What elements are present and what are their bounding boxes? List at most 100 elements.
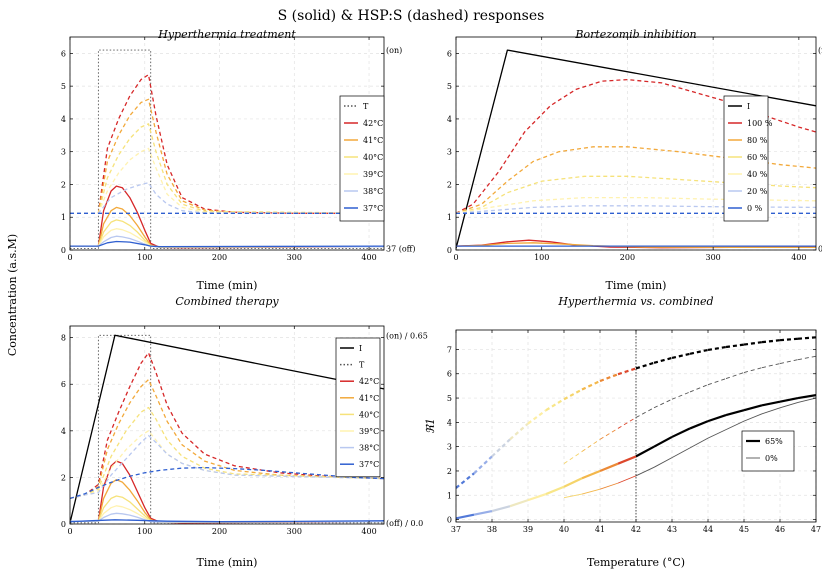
chart-panel-p1: Hyperthermia treatment 0 100 200 300 400 0 1 2 3 4… xyxy=(61,28,416,292)
series-segment-0%-solid xyxy=(707,429,727,439)
y-tick-label: 3 xyxy=(447,443,452,452)
x-tick-label: 200 xyxy=(620,253,635,262)
legend-label: 80 % xyxy=(747,136,768,145)
series-line-38°C-dash xyxy=(70,434,384,500)
y-tick-label: 0 xyxy=(447,246,452,255)
series-segment-0%-dash xyxy=(599,428,619,440)
series-segment-65%-solid xyxy=(473,509,493,516)
series-segment-65%-solid xyxy=(707,414,727,423)
series-segment-0%-solid xyxy=(779,401,799,409)
series-segment-65%-dash xyxy=(725,343,745,349)
series-line-40°C-solid xyxy=(70,495,384,523)
plot-area xyxy=(456,330,816,522)
series-segment-65%-dash xyxy=(563,388,583,401)
series-segment-0%-dash xyxy=(797,355,816,361)
series-segment-65%-solid xyxy=(527,493,547,502)
chart-title: Hyperthermia vs. combined xyxy=(557,295,713,308)
legend-label: 65% xyxy=(765,437,783,446)
series-segment-0%-dash xyxy=(689,384,709,393)
series-segment-65%-solid xyxy=(491,505,511,513)
x-axis-label: Temperature (°C) xyxy=(587,556,685,569)
legend-label: 40°C xyxy=(359,410,379,419)
series-segment-65%-solid xyxy=(509,499,529,508)
series-line-42°C-dash xyxy=(70,352,384,500)
series-segment-65%-dash xyxy=(545,398,565,412)
series-segment-0%-solid xyxy=(653,457,673,468)
y-tick-label: 1 xyxy=(61,213,66,222)
legend-label: 100 % xyxy=(747,119,773,128)
legend-label: 60 % xyxy=(747,153,768,162)
series-segment-65%-dash xyxy=(491,438,511,458)
legend-box xyxy=(339,95,385,222)
chart-panel-p3: Combined therapy 0 100 200 300 400 0 2 4 6 8 (on) /… xyxy=(61,295,428,569)
x-tick-label: 42 xyxy=(631,525,641,534)
legend-label: 42°C xyxy=(363,119,383,128)
y-tick-label: 7 xyxy=(447,345,452,354)
legend-label: T xyxy=(359,361,365,370)
series-line-80 %-solid xyxy=(456,242,816,249)
y-tick-label: 3 xyxy=(447,148,452,157)
series-segment-65%-dash xyxy=(743,341,763,346)
legend-box xyxy=(741,430,795,472)
series-segment-0%-dash xyxy=(725,372,745,380)
chart-title: Bortezomib inhibition xyxy=(574,28,696,41)
y-tick-label: 3 xyxy=(61,148,66,157)
right-axis-label: (off) / 0.0 xyxy=(386,519,423,528)
plot-frame xyxy=(69,36,385,251)
y-tick-label: 4 xyxy=(447,418,452,427)
legend-label: 39°C xyxy=(359,427,379,436)
x-tick-label: 43 xyxy=(667,525,677,534)
series-line-39°C-dash xyxy=(70,147,384,214)
x-tick-label: 38 xyxy=(487,525,497,534)
series-segment-65%-dash xyxy=(456,472,475,489)
series-segment-65%-solid xyxy=(545,485,565,496)
y-tick-label: 0 xyxy=(447,516,452,525)
y-tick-label: 6 xyxy=(61,49,66,58)
series-segment-65%-solid xyxy=(456,513,475,520)
series-segment-65%-dash xyxy=(779,337,799,342)
series-segment-65%-solid xyxy=(743,404,763,412)
series-line-I-solid xyxy=(456,49,816,249)
series-line-41°C-dash xyxy=(70,378,384,500)
y-tick-label: 6 xyxy=(61,380,66,389)
series-segment-0%-dash xyxy=(581,438,601,452)
x-axis-label: Time (min) xyxy=(197,556,258,569)
x-tick-label: 300 xyxy=(706,253,721,262)
legend-label: T xyxy=(363,102,369,111)
legend-label: 40 % xyxy=(747,170,768,179)
series-segment-0%-solid xyxy=(797,397,816,403)
legend-label: 39°C xyxy=(363,170,383,179)
plot-frame xyxy=(455,36,817,251)
series-segment-65%-dash xyxy=(671,352,691,360)
legend-label: 37°C xyxy=(363,204,383,213)
series-segment-65%-solid xyxy=(653,435,673,448)
series-segment-0%-solid xyxy=(725,420,745,431)
y-axis-label: ℜ1 xyxy=(424,418,437,434)
series-segment-0%-solid xyxy=(761,407,781,415)
x-tick-label: 46 xyxy=(775,525,785,534)
y-tick-label: 5 xyxy=(61,82,66,91)
series-segment-0%-dash xyxy=(743,367,763,373)
series-line-37°C-solid xyxy=(70,240,384,248)
x-tick-label: 40 xyxy=(559,525,569,534)
series-line-38°C-dash xyxy=(70,182,384,214)
series-segment-0%-solid xyxy=(599,482,619,490)
series-line-40°C-dash xyxy=(70,406,384,500)
x-tick-label: 100 xyxy=(137,527,152,536)
series-segment-65%-solid xyxy=(563,477,583,488)
right-axis-label: 0 (min) xyxy=(818,244,822,253)
right-axis-label: (on) xyxy=(386,46,402,55)
y-tick-label: 8 xyxy=(61,334,66,343)
x-tick-label: 37 xyxy=(451,525,461,534)
series-segment-0%-dash xyxy=(779,359,799,364)
x-tick-label: 0 xyxy=(453,253,458,262)
series-line-40°C-solid xyxy=(70,219,384,248)
series-segment-0%-dash xyxy=(653,398,673,409)
legend: I 100 % 80 % 60 % 40 % 20 % 0 % xyxy=(723,95,773,222)
series-line-40°C-dash xyxy=(70,123,384,214)
x-tick-label: 44 xyxy=(703,525,713,534)
legend-label: 38°C xyxy=(359,444,379,453)
series-segment-65%-dash xyxy=(797,336,816,340)
